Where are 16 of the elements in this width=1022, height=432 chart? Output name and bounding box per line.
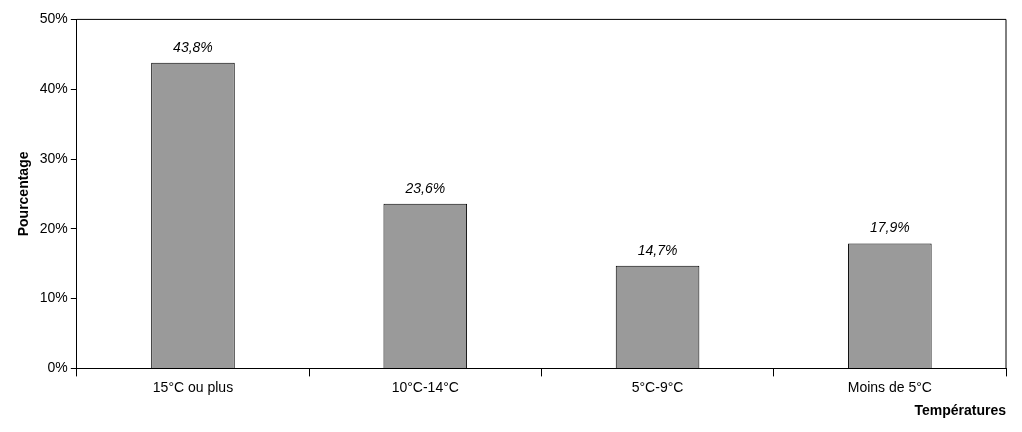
x-axis-title: Températures: [914, 402, 1007, 419]
x-tick-label: Moins de 5°C: [847, 378, 932, 395]
y-tick-label: 50%: [39, 10, 68, 27]
x-tick-label: 10°C-14°C: [391, 378, 459, 395]
data-label: 43,8%: [173, 38, 213, 55]
y-tick-label: 10%: [39, 289, 68, 306]
x-tick-label: 15°C ou plus: [152, 378, 234, 395]
y-axis-title: Pourcentage: [15, 151, 32, 237]
data-label: 23,6%: [404, 179, 446, 196]
y-tick-label: 20%: [39, 219, 68, 236]
data-label: 14,7%: [637, 241, 678, 258]
data-label: 17,9%: [870, 219, 910, 236]
y-tick-label: 0%: [47, 359, 68, 376]
y-tick-label: 30%: [39, 149, 68, 166]
x-tick-label: 5°C-9°C: [631, 378, 684, 395]
y-tick-label: 40%: [39, 80, 68, 97]
